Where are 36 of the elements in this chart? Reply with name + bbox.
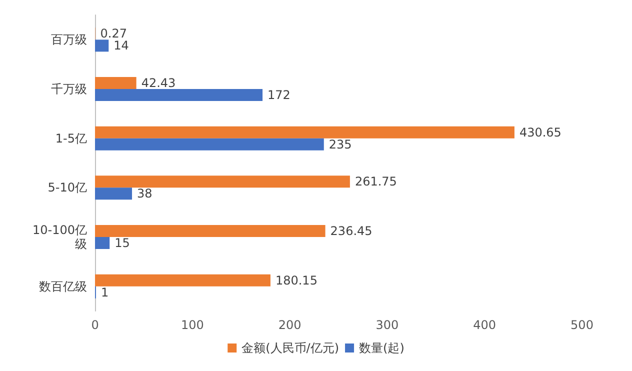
x-tick-label: 500 — [570, 318, 594, 332]
legend-label: 数量(起) — [359, 341, 404, 355]
data-label: 14 — [114, 38, 129, 53]
y-tick-label: 百万级 — [51, 32, 87, 47]
bar — [95, 225, 326, 237]
bar — [95, 138, 324, 150]
bar — [95, 89, 263, 101]
data-label: 172 — [268, 88, 290, 102]
bar — [95, 126, 514, 138]
legend-label: 金额(人民币/亿元) — [242, 341, 340, 355]
bar — [95, 188, 132, 200]
y-tick-label: 10-100亿级 — [32, 223, 87, 251]
data-label: 236.45 — [330, 224, 372, 238]
data-label: 0.27 — [100, 26, 127, 41]
data-label: 261.75 — [354, 174, 397, 189]
bar — [95, 77, 136, 89]
data-label: 430.65 — [519, 125, 562, 140]
y-tick-label: 千万级 — [51, 82, 87, 96]
x-tick-label: 200 — [278, 318, 302, 332]
data-label: 42.43 — [141, 76, 176, 90]
bar — [95, 176, 350, 188]
data-label: 38 — [137, 186, 152, 201]
y-tick-label: 1-5亿 — [55, 131, 87, 146]
x-tick-label: 400 — [473, 318, 496, 332]
bar — [95, 237, 110, 249]
x-tick-label: 300 — [376, 318, 399, 332]
x-tick-label: 100 — [180, 318, 204, 332]
x-tick-label: 0 — [91, 318, 99, 332]
data-label: 1 — [100, 285, 109, 300]
y-tick-label: 5-10亿 — [48, 180, 87, 195]
bar — [95, 40, 109, 52]
data-label: 235 — [328, 137, 352, 152]
bar — [95, 274, 270, 286]
data-label: 15 — [114, 236, 130, 250]
data-label: 180.15 — [275, 273, 318, 288]
y-tick-label: 数百亿级 — [39, 279, 87, 294]
